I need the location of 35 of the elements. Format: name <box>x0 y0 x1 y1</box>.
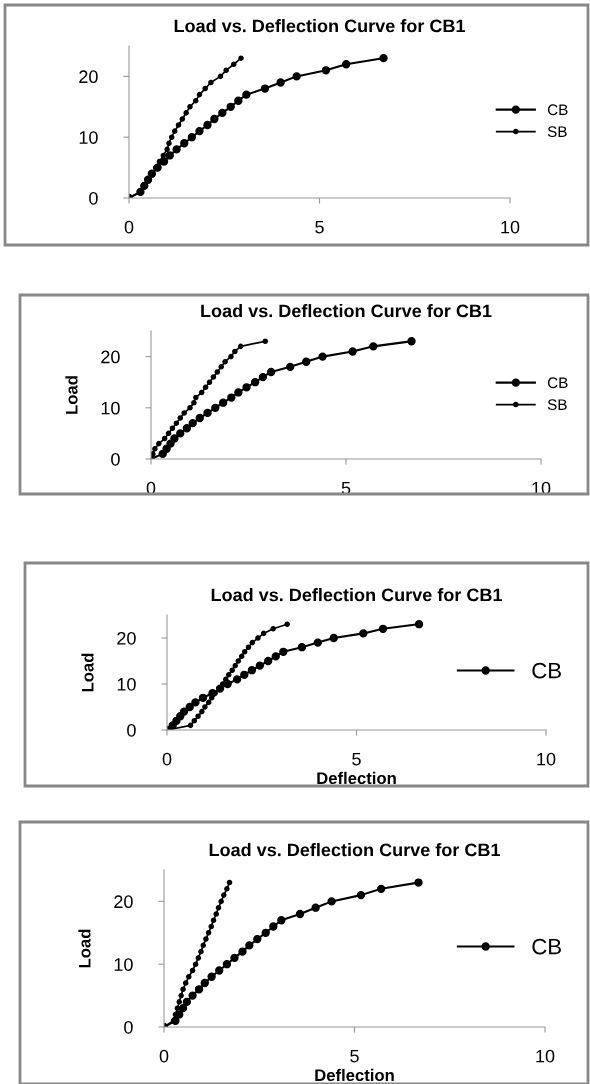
chart-title: Load vs. Deflection Curve for CB1 <box>211 588 502 602</box>
x-tick-label: 5 <box>315 220 324 234</box>
legend-label: CB <box>547 104 568 116</box>
y-tick-label: 10 <box>114 958 133 971</box>
legend-label: CB <box>532 938 561 955</box>
x-tick-label: 10 <box>536 1049 555 1063</box>
x-axis-title: Deflection <box>317 771 396 785</box>
legend-label: SB <box>547 126 567 138</box>
y-tick-label: 0 <box>124 1020 133 1034</box>
y-tick-label: 10 <box>101 401 120 415</box>
y-tick-label: 20 <box>117 631 136 645</box>
y-tick-label: 0 <box>111 452 120 466</box>
y-tick-label: 0 <box>89 191 98 205</box>
x-tick-label: 10 <box>537 752 556 766</box>
legend-label: CB <box>547 377 568 389</box>
y-axis-title: Load <box>81 653 94 692</box>
chart-title: Load vs. Deflection Curve for CB1 <box>201 304 492 318</box>
x-tick-label: 0 <box>162 752 172 766</box>
y-axis-title: Load <box>78 929 91 968</box>
x-tick-label: 10 <box>501 220 520 234</box>
y-tick-label: 20 <box>79 70 98 84</box>
y-tick-label: 10 <box>117 677 136 691</box>
chart-title: Load vs. Deflection Curve for CB1 <box>174 19 465 33</box>
y-tick-label: 20 <box>114 895 133 909</box>
legend-label: CB <box>532 662 561 679</box>
x-tick-label: 5 <box>352 752 361 766</box>
x-tick-label: 5 <box>350 1049 359 1063</box>
x-tick-label: 0 <box>159 1049 169 1063</box>
y-tick-label: 20 <box>101 350 120 364</box>
chart-title: Load vs. Deflection Curve for CB1 <box>209 843 500 857</box>
legend-label: SB <box>547 399 567 411</box>
y-axis-title: Load <box>65 376 78 414</box>
y-tick-label: 10 <box>79 131 98 144</box>
y-tick-label: 0 <box>127 723 136 737</box>
x-axis-title: Deflection <box>315 1068 394 1082</box>
